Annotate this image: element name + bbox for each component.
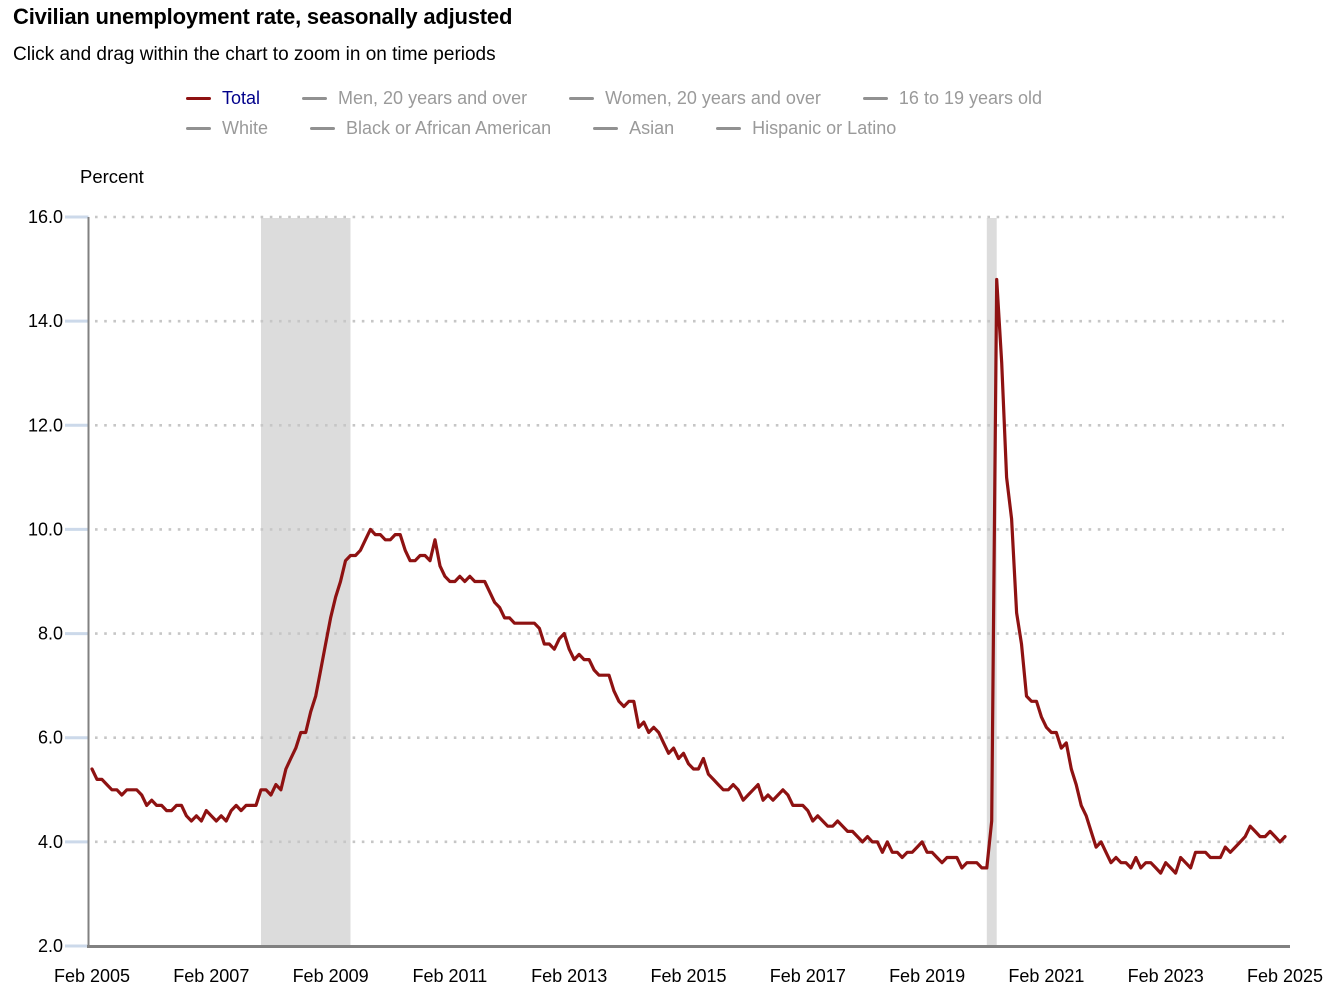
y-tick-label: 14.0	[28, 311, 63, 331]
legend-row: White Black or African American Asian Hispa…	[186, 118, 1042, 139]
legend-item-total[interactable]: Total	[186, 88, 260, 109]
y-tick-label: 16.0	[28, 207, 63, 227]
series-total-line	[90, 277, 1287, 875]
legend-item-men-20-years-and-over[interactable]: Men, 20 years and over	[302, 88, 527, 109]
chart-subtitle: Click and drag within the chart to zoom …	[13, 44, 496, 65]
x-tick-label: Feb 2011	[413, 966, 488, 986]
y-tick-label: 4.0	[38, 832, 63, 852]
legend-line-swatch-icon	[310, 126, 336, 131]
chart-legend: Total Men, 20 years and over Women, 20 yea…	[186, 88, 1042, 139]
legend-label: Black or African American	[346, 118, 552, 138]
x-tick-label: Feb 2025	[1247, 966, 1323, 986]
legend-item-16-to-19-years-old[interactable]: 16 to 19 years old	[862, 88, 1043, 109]
plot-area[interactable]	[88, 217, 1290, 946]
legend-line-swatch-icon	[569, 96, 595, 101]
legend-line-swatch-icon	[716, 126, 742, 131]
legend-label: 16 to 19 years old	[898, 88, 1043, 108]
legend-item-hispanic-or-latino[interactable]: Hispanic or Latino	[716, 118, 896, 139]
recession-band	[986, 218, 997, 946]
legend-label: White	[222, 118, 269, 138]
legend-line-swatch-icon	[186, 126, 211, 131]
legend-label: Hispanic or Latino	[752, 118, 897, 138]
legend-label: Total	[222, 88, 261, 108]
x-tick-label: Feb 2007	[173, 966, 249, 986]
legend-label: Women, 20 years and over	[605, 88, 821, 108]
y-axis-unit-label: Percent	[80, 166, 144, 187]
x-tick-label: Feb 2021	[1008, 966, 1084, 986]
x-tick-label: Feb 2013	[531, 966, 607, 986]
legend-item-asian[interactable]: Asian	[593, 118, 674, 139]
legend-item-white[interactable]: White	[186, 118, 268, 139]
x-tick-label: Feb 2017	[770, 966, 846, 986]
y-tick-label: 6.0	[38, 728, 63, 748]
y-tick-label: 10.0	[28, 519, 63, 539]
legend-line-swatch-icon	[593, 126, 619, 131]
recession-band	[261, 218, 351, 946]
legend-item-women-20-years-and-over[interactable]: Women, 20 years and over	[569, 88, 821, 109]
x-tick-label: Feb 2015	[650, 966, 726, 986]
legend-item-black-or-african-american[interactable]: Black or African American	[310, 118, 551, 139]
y-tick-label: 8.0	[38, 624, 63, 644]
x-tick-label: Feb 2019	[889, 966, 965, 986]
y-tick-label: 12.0	[28, 415, 63, 435]
chart-title: Civilian unemployment rate, seasonally a…	[13, 4, 513, 29]
x-tick-label: Feb 2023	[1128, 966, 1204, 986]
legend-line-swatch-icon	[302, 96, 328, 101]
legend-label: Men, 20 years and over	[338, 88, 528, 108]
legend-line-swatch-icon	[186, 96, 211, 101]
legend-line-swatch-icon	[862, 96, 888, 101]
legend-label: Asian	[629, 118, 675, 138]
legend-row: Total Men, 20 years and over Women, 20 yea…	[186, 88, 1042, 109]
x-tick-label: Feb 2009	[293, 966, 369, 986]
y-tick-label: 2.0	[38, 936, 63, 956]
x-tick-label: Feb 2005	[54, 966, 130, 986]
